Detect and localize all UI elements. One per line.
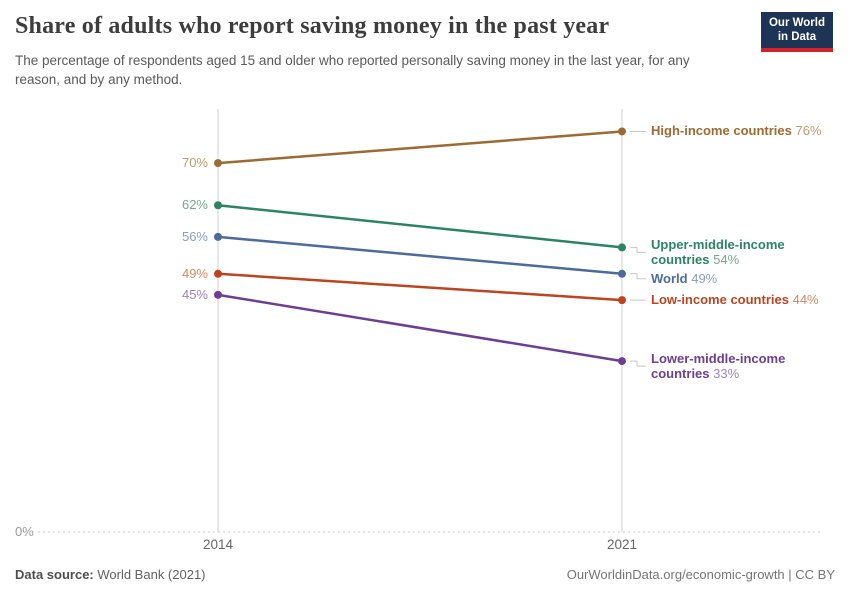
series-end-value-low-income-countries: 44% — [792, 292, 819, 308]
series-end-dot-high-income-countries[interactable] — [618, 127, 626, 136]
owid-logo-line1: Our World — [768, 17, 825, 29]
series-label-upper-middle-income-countries[interactable]: Upper-middle-income countries 54% — [651, 237, 803, 267]
series-end-value-world: 49% — [691, 270, 718, 286]
series-start-value-upper-middle-income-countries: 62% — [181, 197, 208, 213]
series-name-world: World — [651, 270, 688, 286]
series-name-low-income-countries: Low-income countries — [651, 292, 789, 308]
series-start-dot-high-income-countries[interactable] — [214, 159, 222, 168]
label-connector-upper-middle-income-countries — [630, 246, 646, 253]
chart-subtitle: The percentage of respondents aged 15 an… — [15, 53, 690, 87]
owid-logo-line2: in Data — [777, 30, 817, 43]
series-label-lower-middle-income-countries[interactable]: Lower-middle-income countries 33% — [651, 351, 803, 381]
series-label-low-income-countries[interactable]: Low-income countries 44% — [651, 292, 819, 307]
series-start-dot-upper-middle-income-countries[interactable] — [214, 201, 222, 210]
series-name-lower-middle-income-countries: Lower-middle-income countries — [651, 351, 786, 382]
data-source-value: World Bank (2021) — [93, 567, 206, 582]
series-start-dot-lower-middle-income-countries[interactable] — [214, 290, 222, 299]
series-start-dot-low-income-countries[interactable] — [214, 269, 222, 278]
series-start-value-low-income-countries: 49% — [181, 265, 208, 281]
label-connector-world — [630, 273, 646, 280]
data-source-note: Data source: World Bank (2021) — [15, 567, 206, 582]
series-label-high-income-countries[interactable]: High-income countries 76% — [651, 123, 822, 138]
series-line-world[interactable] — [217, 235, 623, 276]
series-start-value-high-income-countries: 70% — [181, 155, 208, 171]
owid-credit-link[interactable]: OurWorldinData.org/economic-growth | CC … — [566, 567, 835, 582]
series-name-high-income-countries: High-income countries — [651, 123, 792, 139]
series-start-value-lower-middle-income-countries: 45% — [181, 286, 208, 302]
series-end-dot-world[interactable] — [618, 269, 626, 278]
data-source-label: Data source: — [15, 567, 94, 582]
series-start-value-world: 56% — [181, 228, 208, 244]
series-label-world[interactable]: World 49% — [651, 271, 717, 286]
series-line-upper-middle-income-countries[interactable] — [217, 204, 623, 249]
series-end-dot-low-income-countries[interactable] — [618, 296, 626, 305]
series-name-upper-middle-income-countries: Upper-middle-income countries — [651, 237, 785, 268]
series-start-dot-world[interactable] — [214, 232, 222, 241]
series-line-high-income-countries[interactable] — [217, 130, 623, 165]
x-axis-label-2021: 2021 — [606, 537, 638, 552]
page-title: Share of adults who report saving money … — [15, 13, 610, 39]
x-axis-label-2014: 2014 — [202, 537, 234, 552]
owid-logo[interactable]: Our World in Data — [760, 12, 833, 52]
series-line-lower-middle-income-countries[interactable] — [217, 293, 623, 363]
y-axis-zero-label: 0% — [15, 524, 34, 539]
series-end-value-lower-middle-income-countries: 33% — [713, 366, 740, 382]
series-end-value-upper-middle-income-countries: 54% — [713, 252, 740, 268]
series-end-dot-upper-middle-income-countries[interactable] — [618, 243, 626, 252]
series-end-value-high-income-countries: 76% — [795, 123, 822, 139]
series-line-low-income-countries[interactable] — [217, 272, 623, 302]
series-end-dot-lower-middle-income-countries[interactable] — [618, 357, 626, 366]
label-connector-lower-middle-income-countries — [630, 360, 646, 367]
